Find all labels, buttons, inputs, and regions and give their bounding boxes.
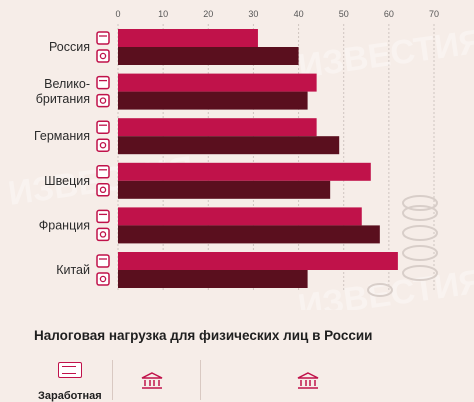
bar — [118, 91, 308, 110]
safe-dial — [99, 275, 107, 283]
gridlines — [117, 24, 435, 292]
category-label: Китай — [56, 263, 90, 277]
panel-column-1 — [112, 360, 193, 400]
bar — [118, 225, 380, 244]
watermark-text: ИЗВЕСТИЯ — [296, 22, 474, 86]
coin-icon — [402, 265, 438, 281]
safe-icon — [96, 93, 110, 108]
category-label: британия — [36, 92, 90, 106]
coin-icon — [367, 283, 393, 297]
x-tick-label: 10 — [158, 9, 168, 19]
safe-dial — [99, 141, 107, 149]
bank-building-icon — [297, 372, 319, 389]
bank-card-icon — [96, 31, 110, 45]
bank-building-icon — [141, 372, 163, 389]
tax-burden-panel: Заработная — [0, 352, 474, 402]
safe-dial — [99, 97, 107, 104]
category-label: Россия — [49, 40, 90, 54]
bar — [118, 162, 371, 181]
category-label: Франция — [39, 218, 90, 232]
section-title: Налоговая нагрузка для физических лиц в … — [34, 328, 373, 343]
bar — [118, 73, 317, 92]
bank-card-icon — [96, 254, 110, 268]
bar — [118, 270, 308, 288]
x-tick-label: 20 — [203, 9, 213, 19]
x-tick-label: 60 — [384, 9, 394, 19]
bank-card-icon — [96, 75, 110, 90]
x-axis-ticks: 0 10 20 30 40 50 60 70 — [115, 9, 439, 19]
salary-label: Заработная — [38, 390, 102, 402]
safe-icon — [96, 183, 110, 197]
x-tick-label: 70 — [429, 9, 439, 19]
x-tick-label: 0 — [115, 9, 120, 19]
x-tick-label: 40 — [294, 9, 304, 19]
safe-icon — [96, 49, 110, 63]
x-tick-label: 30 — [248, 9, 258, 19]
bars — [118, 29, 398, 288]
category-label: Велико- — [44, 77, 90, 91]
bank-card-icon — [96, 209, 110, 224]
safe-dial — [99, 231, 107, 238]
bar — [118, 136, 340, 155]
x-tick-label: 50 — [339, 9, 349, 19]
safe-dial — [99, 186, 107, 194]
coin-icon — [402, 205, 438, 221]
coins-illustration — [367, 195, 438, 297]
safe-icon — [96, 227, 110, 242]
bar — [118, 29, 258, 47]
coin-icon — [402, 225, 438, 241]
safe-icon — [96, 272, 110, 286]
category-label: Германия — [34, 129, 90, 143]
panel-column-2 — [200, 360, 441, 400]
category-label: Швеция — [44, 174, 90, 188]
series-icons — [96, 31, 110, 286]
safe-icon — [96, 138, 110, 152]
bar — [118, 47, 299, 65]
bank-card-icon — [96, 165, 110, 179]
safe-dial — [99, 52, 107, 60]
coin-icon — [402, 195, 438, 211]
bar — [118, 207, 362, 226]
banknote-icon — [58, 362, 82, 378]
category-labels: Россия Велико-британия Германия Швеция Франц… — [34, 40, 90, 277]
bar — [118, 252, 398, 270]
bank-card-icon — [96, 120, 110, 134]
bar — [118, 180, 331, 199]
coin-icon — [402, 245, 438, 261]
bar — [118, 118, 317, 137]
